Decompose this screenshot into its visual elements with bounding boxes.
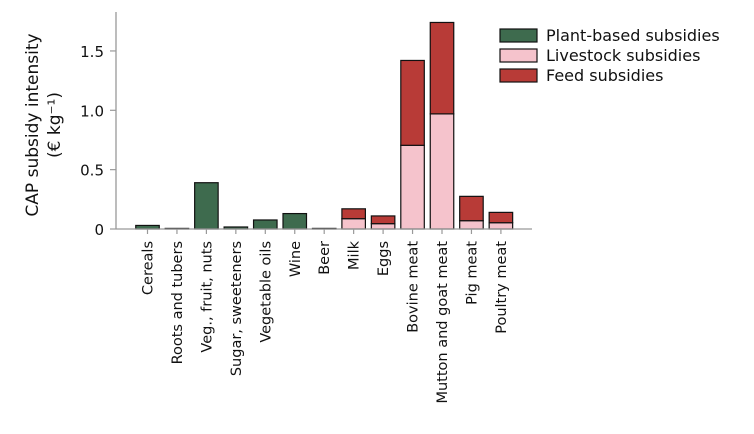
legend-swatch xyxy=(499,48,538,63)
x-tick-label: Poultry meat xyxy=(494,241,510,334)
x-tick-label: Veg., fruit, nuts xyxy=(199,241,215,353)
x-tick-label: Wine xyxy=(288,241,304,277)
legend-swatch xyxy=(499,68,538,83)
bar-segment xyxy=(400,59,425,146)
bar-segment xyxy=(370,215,396,225)
y-tick-label: 1.5 xyxy=(80,43,104,61)
bar-segment xyxy=(459,195,484,222)
y-axis-unit: (€ kg⁻¹) xyxy=(45,92,65,158)
bar-segment xyxy=(459,220,484,230)
legend-label: Feed subsidies xyxy=(546,66,663,85)
x-tick-label: Cereals xyxy=(141,241,157,295)
x-tick-label: Beer xyxy=(317,241,333,275)
x-tick-label: Milk xyxy=(347,240,363,270)
bar-segment xyxy=(282,212,308,230)
bar-segment xyxy=(400,144,425,230)
x-tick-label: Roots and tubers xyxy=(170,241,186,364)
y-axis: 0 0.5 1.0 1.5 xyxy=(80,12,117,239)
legend-swatch xyxy=(499,28,538,43)
bar-segment xyxy=(194,182,219,230)
bar-segment xyxy=(341,208,366,220)
x-tick-label: Mutton and goat meat xyxy=(435,241,451,404)
x-tick-label: Bovine meat xyxy=(406,241,422,333)
bar-segment xyxy=(341,218,366,230)
y-tick-label: 1.0 xyxy=(80,102,104,120)
bar-segment xyxy=(488,222,514,230)
bars xyxy=(135,21,514,230)
legend-label: Livestock subsidies xyxy=(546,46,700,65)
x-tick-label: Vegetable oils xyxy=(258,241,274,343)
bar-segment xyxy=(429,113,455,230)
x-tick-label: Eggs xyxy=(376,241,392,276)
bar-segment xyxy=(429,21,455,115)
legend-label: Plant-based subsidies xyxy=(546,26,720,45)
x-tick-label: Pig meat xyxy=(464,241,480,305)
bar-segment xyxy=(488,211,514,224)
y-axis-label: CAP subsidy intensity xyxy=(23,33,43,216)
x-tick-label: Sugar, sweeteners xyxy=(229,241,245,376)
y-tick-label: 0 xyxy=(94,221,104,239)
y-tick-label: 0.5 xyxy=(80,162,104,180)
bar-segment xyxy=(252,219,278,230)
x-axis: Cereals Roots and tubers Veg., fruit, nuts… xyxy=(116,228,532,404)
bar-segment xyxy=(370,223,396,230)
